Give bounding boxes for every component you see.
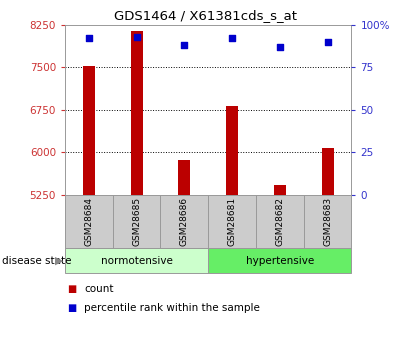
Text: GSM28681: GSM28681 xyxy=(228,197,237,246)
Text: GSM28682: GSM28682 xyxy=(275,197,284,246)
Bar xyxy=(226,106,238,195)
Bar xyxy=(83,66,95,195)
Text: disease state: disease state xyxy=(2,256,72,266)
Text: GSM28686: GSM28686 xyxy=(180,197,189,246)
Bar xyxy=(131,30,143,195)
Point xyxy=(85,36,92,41)
Text: hypertensive: hypertensive xyxy=(246,256,314,266)
Text: GSM28684: GSM28684 xyxy=(84,197,93,246)
Bar xyxy=(274,185,286,195)
Point xyxy=(229,36,236,41)
Bar xyxy=(321,148,333,195)
Text: ■: ■ xyxy=(67,303,76,313)
Text: normotensive: normotensive xyxy=(101,256,173,266)
Text: ■: ■ xyxy=(67,284,76,294)
Text: GSM28685: GSM28685 xyxy=(132,197,141,246)
Point xyxy=(277,44,283,50)
Point xyxy=(133,34,140,40)
Text: percentile rank within the sample: percentile rank within the sample xyxy=(84,303,260,313)
Bar xyxy=(178,160,190,195)
Text: ▶: ▶ xyxy=(55,256,64,266)
Point xyxy=(324,39,331,45)
Text: GDS1464 / X61381cds_s_at: GDS1464 / X61381cds_s_at xyxy=(114,9,297,22)
Text: GSM28683: GSM28683 xyxy=(323,197,332,246)
Text: count: count xyxy=(84,284,114,294)
Point xyxy=(181,42,187,48)
